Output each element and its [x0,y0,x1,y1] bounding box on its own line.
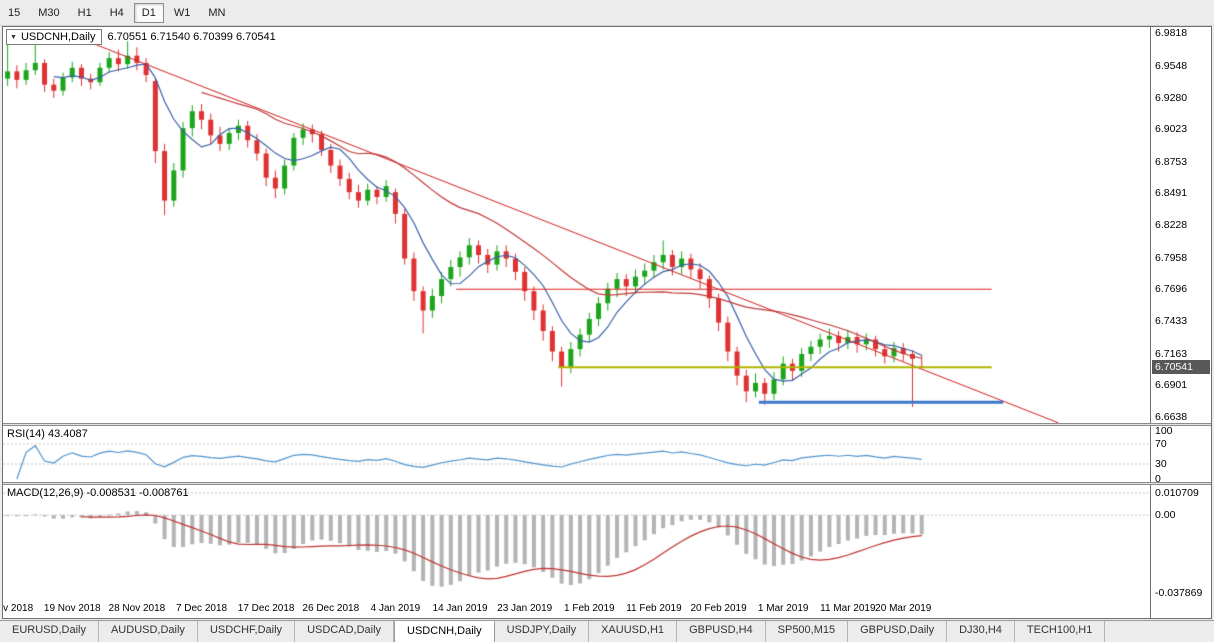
rsi-scale[interactable]: 100 70 30 0 [1150,426,1211,482]
chart-tab-usdjpy[interactable]: USDJPY,Daily [494,621,590,642]
chart-tab-gbpusd[interactable]: GBPUSD,H4 [677,621,766,642]
macd-row: MACD(12,26,9) -0.008531 -0.008761 0.0107… [3,485,1211,601]
price-scale-label: 6.9548 [1155,59,1188,72]
time-axis-label: 23 Jan 2019 [497,603,553,614]
chart-frame: ▼ USDCNH,Daily 6.70551 6.71540 6.70399 6… [2,26,1212,619]
time-axis-label: 11 Mar 2019 [820,603,876,614]
timeframe-button-w1[interactable]: W1 [166,3,199,23]
timeframe-button-m30[interactable]: M30 [30,3,67,23]
rsi-label: RSI(14) 43.4087 [7,428,88,440]
main-chart-row: ▼ USDCNH,Daily 6.70551 6.71540 6.70399 6… [3,27,1211,423]
pane-splitter[interactable] [3,423,1211,426]
macd-scale-label: -0.037869 [1155,586,1203,599]
price-scale-label: 6.7163 [1155,347,1188,360]
time-axis-label: 19 Nov 2018 [43,603,101,614]
timeframe-button-h4[interactable]: H4 [102,3,132,23]
time-axis-label: 4 Jan 2019 [370,603,421,614]
time-axis[interactable]: 9 Nov 2018 19 Nov 2018 28 Nov 2018 7 Dec 20… [3,601,1150,618]
ohlc-values: 6.70551 6.71540 6.70399 6.70541 [107,31,276,43]
rsi-scale-label: 100 [1155,426,1173,437]
price-scale-label: 6.9818 [1155,27,1188,39]
main-chart-pane[interactable]: ▼ USDCNH,Daily 6.70551 6.71540 6.70399 6… [3,27,1150,423]
macd-canvas[interactable] [3,485,1150,601]
time-axis-label: 1 Mar 2019 [757,603,809,614]
timeframe-button-d1[interactable]: D1 [133,2,164,23]
price-scale-label: 6.8753 [1155,155,1188,168]
price-scale[interactable]: 6.9818 6.9548 6.9280 6.9023 6.8753 6.8491 6.82… [1150,27,1211,423]
time-axis-label: 14 Jan 2019 [432,603,488,614]
timeframe-button-15[interactable]: 15 [0,3,28,23]
time-axis-row: 9 Nov 2018 19 Nov 2018 28 Nov 2018 7 Dec 20… [3,601,1211,618]
macd-pane[interactable]: MACD(12,26,9) -0.008531 -0.008761 [3,485,1150,601]
chart-tab-dj30[interactable]: DJ30,H4 [947,621,1015,642]
price-scale-label: 6.6638 [1155,411,1188,423]
time-axis-label: 17 Dec 2018 [237,603,295,614]
current-price-badge: 6.70541 [1152,359,1210,374]
macd-scale[interactable]: 0.010709 0.00 -0.037869 [1150,485,1211,601]
rsi-row: RSI(14) 43.4087 100 70 30 0 [3,426,1211,482]
time-axis-label: 20 Mar 2019 [875,603,932,614]
time-axis-label: 9 Nov 2018 [3,603,34,614]
chart-tab-usdcnh[interactable]: USDCNH,Daily [394,621,495,642]
symbol-label: USDCNH,Daily [20,31,96,43]
chevron-down-icon: ▼ [10,33,17,41]
chart-tab-xauusd[interactable]: XAUUSD,H1 [589,621,678,642]
rsi-canvas[interactable] [3,426,1150,482]
chart-tab-gbpusd[interactable]: GBPUSD,Daily [848,621,948,642]
rsi-scale-label: 30 [1155,458,1167,470]
chart-tab-sp500[interactable]: SP500,M15 [765,621,849,642]
price-scale-label: 6.8228 [1155,219,1188,231]
timeframe-toolbar: 15 M30 H1 H4 D1 W1 MN [0,0,1214,26]
chart-tab-eurusd[interactable]: EURUSD,Daily [0,621,99,642]
price-scale-label: 6.7696 [1155,283,1188,296]
rsi-scale-label: 0 [1155,473,1161,482]
rsi-pane[interactable]: RSI(14) 43.4087 [3,426,1150,482]
candlestick-canvas[interactable] [3,27,1150,423]
rsi-scale-label: 70 [1155,438,1167,450]
time-axis-label: 7 Dec 2018 [175,603,228,614]
chart-tab-usdchf[interactable]: USDCHF,Daily [197,621,296,642]
price-scale-label: 6.9023 [1155,123,1188,135]
ohlc-info-bar: ▼ USDCNH,Daily 6.70551 6.71540 6.70399 6… [6,29,276,45]
time-axis-label: 26 Dec 2018 [302,603,360,614]
symbol-selector[interactable]: ▼ USDCNH,Daily [6,29,102,45]
price-scale-label: 6.7433 [1155,315,1188,327]
chart-tab-audusd[interactable]: AUDUSD,Daily [98,621,198,642]
timeframe-button-h1[interactable]: H1 [70,3,100,23]
price-scale-label: 6.8491 [1155,187,1188,200]
chart-tab-tech100[interactable]: TECH100,H1 [1014,621,1106,642]
chart-tab-usdcad[interactable]: USDCAD,Daily [295,621,395,642]
pane-splitter[interactable] [3,482,1211,485]
macd-scale-label: 0.010709 [1155,487,1199,500]
price-scale-label: 6.7958 [1155,251,1188,264]
time-axis-label: 1 Feb 2019 [564,603,615,614]
time-axis-label: 28 Nov 2018 [108,603,166,614]
macd-scale-label: 0.00 [1155,509,1176,522]
macd-label: MACD(12,26,9) -0.008531 -0.008761 [7,487,189,499]
price-scale-label: 6.9280 [1155,91,1188,104]
timeframe-button-mn[interactable]: MN [200,3,233,23]
time-axis-corner [1150,601,1211,618]
time-axis-label: 11 Feb 2019 [626,603,682,614]
time-axis-pane[interactable]: 9 Nov 2018 19 Nov 2018 28 Nov 2018 7 Dec 20… [3,601,1150,618]
price-scale-label: 6.6901 [1155,379,1188,392]
symbol-tabbar: EURUSD,Daily AUDUSD,Daily USDCHF,Daily USDC… [0,620,1214,642]
time-axis-label: 20 Feb 2019 [690,603,747,614]
